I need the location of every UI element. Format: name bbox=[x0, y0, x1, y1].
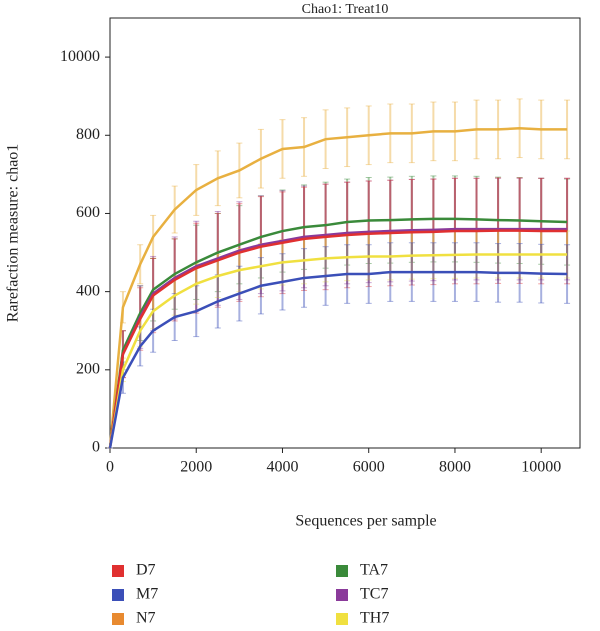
y-tick-label: 400 bbox=[76, 282, 100, 299]
legend-label: TC7 bbox=[360, 586, 388, 603]
series-line bbox=[108, 229, 568, 449]
legend-swatch bbox=[336, 613, 348, 625]
legend-label: D7 bbox=[136, 562, 156, 579]
x-tick-label: 4000 bbox=[266, 459, 298, 476]
y-axis-label: Rarefaction measure: chao1 bbox=[5, 144, 22, 323]
legend-swatch bbox=[112, 589, 124, 601]
x-tick-label: 10000 bbox=[521, 459, 561, 476]
legend-label: TA7 bbox=[360, 562, 388, 579]
x-tick-label: 0 bbox=[106, 459, 114, 476]
legend-swatch bbox=[336, 589, 348, 601]
plot-frame bbox=[109, 17, 581, 449]
y-tick-label: 200 bbox=[76, 360, 100, 377]
legend-swatch bbox=[336, 565, 348, 577]
y-tick-label: 600 bbox=[76, 204, 100, 221]
legend-label: M7 bbox=[136, 586, 158, 603]
chart-title: Chao1: Treat10 bbox=[302, 2, 389, 17]
y-tick-label: 10000 bbox=[60, 48, 100, 65]
x-axis-label: Sequences per sample bbox=[295, 513, 436, 530]
x-tick-label: 6000 bbox=[353, 459, 385, 476]
legend-label: TH7 bbox=[360, 610, 389, 627]
series-line bbox=[108, 126, 568, 449]
y-tick-label: 0 bbox=[92, 439, 100, 456]
series-line bbox=[108, 217, 568, 449]
series-line bbox=[108, 270, 568, 449]
legend-swatch bbox=[112, 613, 124, 625]
series-line bbox=[108, 227, 568, 449]
x-tick-label: 8000 bbox=[439, 459, 471, 476]
series-line bbox=[108, 253, 568, 449]
x-tick-label: 2000 bbox=[180, 459, 212, 476]
legend-label: N7 bbox=[136, 610, 156, 627]
legend-swatch bbox=[112, 565, 124, 577]
y-tick-label: 800 bbox=[76, 126, 100, 143]
